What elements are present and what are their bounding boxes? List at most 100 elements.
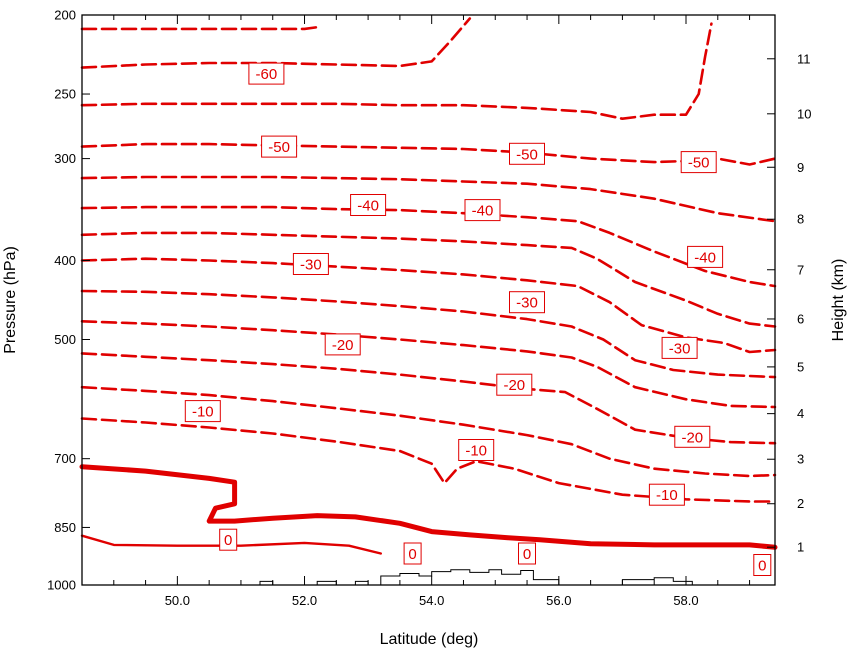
contour-label: -40 bbox=[464, 199, 501, 222]
contour-label: -50 bbox=[680, 151, 717, 174]
contour-label: -30 bbox=[509, 291, 545, 314]
contour-line bbox=[80, 231, 777, 328]
x-tick-label: 58.0 bbox=[673, 593, 698, 608]
contour-label: -20 bbox=[496, 373, 533, 396]
contour-line bbox=[80, 352, 777, 445]
contour-label-text: -30 bbox=[516, 295, 538, 312]
y-left-tick-label: 700 bbox=[54, 451, 76, 466]
contour-line bbox=[80, 17, 472, 69]
contour-label-text: -30 bbox=[669, 340, 691, 357]
contour-label-text: -10 bbox=[465, 443, 487, 460]
terrain-outline bbox=[259, 569, 775, 586]
y-right-tick-label: 9 bbox=[797, 160, 804, 175]
contour-line bbox=[80, 205, 777, 288]
y-left-tick-label: 250 bbox=[54, 87, 76, 102]
plot-frame bbox=[81, 14, 776, 586]
contour-label: -20 bbox=[324, 333, 361, 356]
contour-label-text: 0 bbox=[758, 558, 766, 575]
y-left-tick-label: 300 bbox=[54, 151, 76, 166]
contour-label-box bbox=[753, 554, 772, 576]
contour-line bbox=[80, 142, 777, 166]
contour-label: -60 bbox=[248, 62, 285, 85]
y-left-tick-label: 200 bbox=[54, 8, 76, 23]
y-left-tick-label: 850 bbox=[54, 520, 76, 535]
x-axis-title: Latitude (deg) bbox=[380, 631, 479, 648]
contour-label-box bbox=[458, 439, 495, 461]
x-tick-label: 50.0 bbox=[165, 593, 190, 608]
y-right-tick-label: 1 bbox=[797, 540, 804, 555]
y-right-tick-label: 7 bbox=[797, 262, 804, 277]
contour-label-text: -50 bbox=[516, 146, 538, 163]
contour-label-text: 0 bbox=[523, 546, 531, 563]
contour-label-text: 0 bbox=[408, 546, 416, 563]
contour-line bbox=[80, 534, 382, 555]
contour-label-text: -20 bbox=[681, 429, 703, 446]
contour-label-text: -40 bbox=[357, 198, 379, 215]
contour-label-box bbox=[219, 528, 238, 551]
y-right-tick-label: 8 bbox=[797, 212, 804, 227]
x-tick-label: 56.0 bbox=[546, 593, 571, 608]
y-left-tick-label: 400 bbox=[54, 253, 76, 268]
terrain-line bbox=[259, 569, 775, 586]
contour-line bbox=[80, 289, 777, 379]
contour-label-box bbox=[687, 245, 724, 268]
contour-line bbox=[80, 320, 777, 409]
contour-label: -10 bbox=[458, 439, 495, 461]
contour-label: -50 bbox=[261, 135, 298, 158]
contour-label: -30 bbox=[661, 336, 698, 359]
contour-label: -30 bbox=[292, 253, 329, 275]
contour-label-box bbox=[509, 142, 545, 165]
contour-label-box bbox=[680, 151, 717, 174]
contour-label: -20 bbox=[674, 425, 711, 448]
contour-label-box bbox=[464, 199, 501, 222]
y-axis-title-left: Pressure (hPa) bbox=[2, 246, 19, 354]
contour-line bbox=[80, 25, 319, 31]
y-right-tick-label: 3 bbox=[797, 452, 804, 467]
contour-line bbox=[79, 464, 778, 550]
x-tick-label: 52.0 bbox=[292, 593, 317, 608]
contour-label-box bbox=[648, 483, 685, 506]
contour-label: 0 bbox=[219, 528, 238, 551]
y-left-tick-label: 1000 bbox=[47, 578, 76, 593]
contour-label-text: -20 bbox=[503, 377, 525, 394]
contour-label-text: -10 bbox=[192, 404, 214, 421]
contour-label-text: 0 bbox=[224, 532, 232, 549]
contour-label-text: -10 bbox=[656, 487, 678, 504]
contour-label-box bbox=[324, 333, 361, 356]
contour-line bbox=[80, 22, 713, 120]
contour-label-box bbox=[496, 373, 533, 396]
contour-line bbox=[80, 385, 777, 478]
contour-label: -40 bbox=[350, 194, 387, 216]
contour-line bbox=[80, 175, 777, 223]
y-right-tick-label: 5 bbox=[797, 359, 804, 374]
contour-label: -40 bbox=[687, 245, 724, 268]
y-axis-height: 1 2 3 4 5 6 7 8 9 10 11 bbox=[767, 51, 811, 555]
y-axis-title-right: Height (km) bbox=[830, 259, 847, 342]
contour-label-text: -40 bbox=[694, 249, 716, 266]
contour-label-text: -40 bbox=[472, 203, 494, 220]
contour-lines bbox=[79, 17, 778, 555]
y-right-tick-label: 2 bbox=[797, 496, 804, 511]
contour-label-box bbox=[248, 62, 285, 85]
contour-label-box bbox=[674, 425, 711, 448]
y-left-tick-label: 500 bbox=[54, 332, 76, 347]
contour-label: 0 bbox=[403, 542, 422, 565]
contour-label-box bbox=[292, 253, 329, 275]
contour-label-box bbox=[661, 336, 698, 359]
contour-label: -10 bbox=[184, 400, 221, 423]
contour-label-text: -50 bbox=[688, 155, 710, 172]
contour-label: 0 bbox=[753, 554, 772, 576]
y-right-tick-label: 4 bbox=[797, 406, 804, 421]
y-right-tick-label: 10 bbox=[797, 106, 811, 121]
contour-label-box bbox=[403, 542, 422, 565]
y-right-tick-label: 11 bbox=[797, 51, 811, 66]
contour-label-box bbox=[518, 542, 536, 565]
contour-label-text: -60 bbox=[256, 66, 278, 83]
contour-label-text: -20 bbox=[332, 337, 354, 354]
y-axis-pressure: 200 250 300 400 500 700 850 1000 bbox=[47, 8, 90, 593]
contour-label: 0 bbox=[518, 542, 536, 565]
contour-label-box bbox=[184, 400, 221, 423]
x-tick-label: 54.0 bbox=[419, 593, 444, 608]
contour-line bbox=[80, 257, 777, 354]
contour-label-text: -50 bbox=[268, 139, 290, 156]
